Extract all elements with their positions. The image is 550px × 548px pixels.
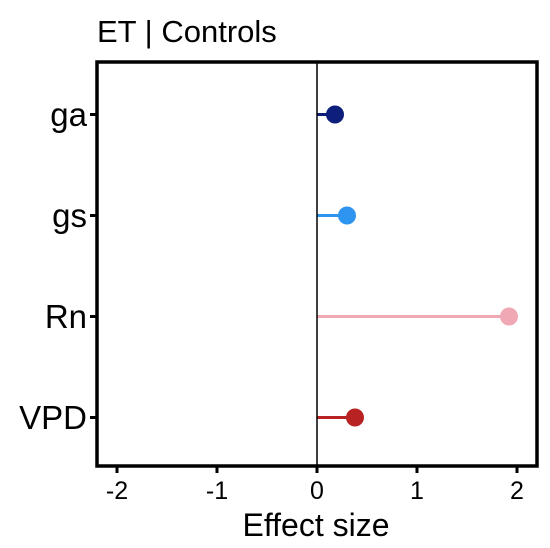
point-ga	[326, 105, 344, 124]
x-axis-label: Effect size	[242, 507, 389, 543]
point-gs	[338, 206, 356, 225]
y-tick-label-gs: gs	[52, 197, 87, 234]
x-axis: -2 -1 0 1 2	[106, 466, 524, 505]
y-tick-label-ga: ga	[50, 96, 87, 133]
y-tick-label-rn: Rn	[45, 298, 87, 335]
x-tick-label: 0	[310, 477, 324, 505]
x-tick-label: -2	[106, 477, 128, 505]
chart-title: ET | Controls	[97, 14, 277, 49]
y-tick-label-vpd: VPD	[19, 399, 87, 436]
y-axis: ga gs Rn VPD	[19, 96, 97, 436]
x-tick-label: 2	[510, 477, 524, 505]
point-vpd	[346, 408, 364, 427]
x-tick-label: 1	[410, 477, 424, 505]
point-rn	[500, 307, 518, 326]
x-tick-label: -1	[206, 477, 228, 505]
lollipop-points	[326, 105, 518, 427]
lollipop-stems	[317, 113, 509, 419]
